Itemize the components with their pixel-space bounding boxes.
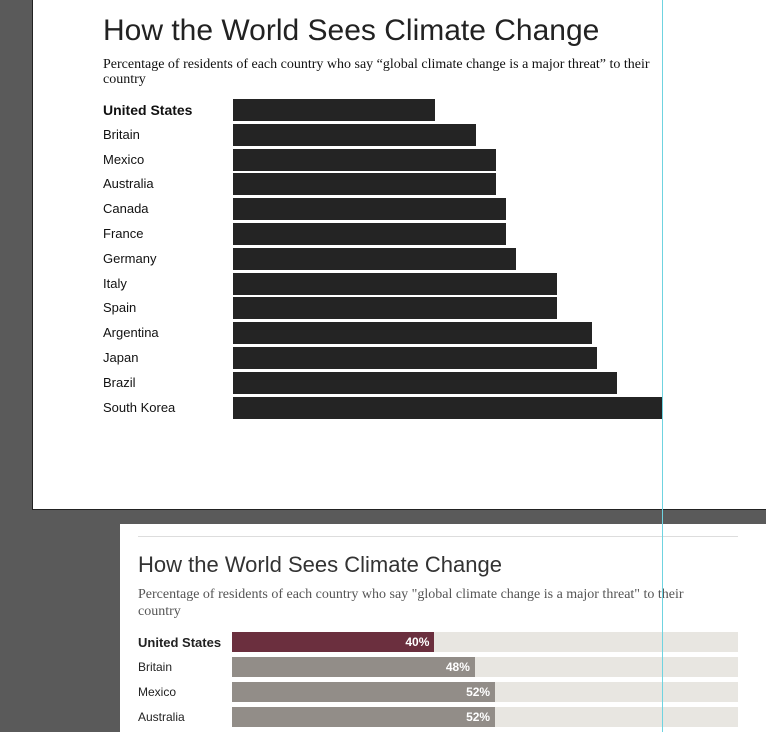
top-artboard: How the World Sees Climate Change Percen… [32, 0, 766, 510]
top-bar [233, 223, 507, 245]
top-bar-label: Germany [103, 250, 157, 266]
top-bar-row: Argentina [33, 322, 733, 345]
top-bar [233, 322, 593, 345]
top-bar-row: United States [33, 99, 733, 121]
top-bar [233, 272, 557, 295]
bottom-bar-value-label: 52% [466, 685, 491, 699]
bottom-bar-label: Britain [138, 660, 173, 674]
top-bar-label: Spain [103, 300, 137, 316]
top-bar-label: United States [103, 102, 193, 118]
top-bar-row: Canada [33, 198, 733, 221]
top-bar-row: Australia [33, 173, 733, 196]
top-bar [233, 371, 618, 394]
bottom-bar-track: 52% [232, 682, 738, 702]
top-bar-row: Britain [33, 123, 733, 146]
top-bar [233, 173, 497, 196]
top-bar-row: Brazil [33, 371, 733, 394]
bottom-bar-fill: 52% [232, 682, 496, 702]
top-bar [233, 396, 663, 419]
top-chart-subtitle: Percentage of residents of each country … [103, 57, 650, 87]
top-bar-label: Argentina [103, 325, 159, 341]
top-bar [233, 347, 598, 369]
bottom-bar-row: Mexico 52% [120, 682, 766, 702]
top-bar [233, 148, 497, 171]
bottom-bar-row: United States 40% [120, 632, 766, 652]
top-bar-label: Japan [103, 350, 139, 365]
bottom-bar-value-label: 52% [466, 710, 491, 724]
top-bar-row: Mexico [33, 148, 733, 171]
bottom-bar-row: Britain 48% [120, 657, 766, 677]
top-bar-label: South Korea [103, 399, 176, 415]
bottom-bar-row: Australia 52% [120, 707, 766, 727]
bottom-chart-title: How the World Sees Climate Change [138, 552, 502, 577]
top-bar-row: Japan [33, 347, 733, 369]
bottom-bar-label: Mexico [138, 685, 177, 699]
top-bar-row: Italy [33, 272, 733, 295]
bottom-bar-label: United States [138, 635, 222, 650]
top-bar-row: Spain [33, 297, 733, 320]
bottom-bar-value-label: 40% [405, 635, 430, 649]
top-bar-label: Mexico [103, 151, 145, 167]
top-bar-label: Brazil [103, 374, 136, 390]
top-bar-label: Italy [103, 275, 127, 291]
top-bar-label: Canada [103, 201, 149, 217]
bottom-bar-value-label: 48% [445, 660, 470, 674]
top-bar-row: Germany [33, 247, 733, 270]
bottom-preview-panel: How the World Sees Climate Change Percen… [120, 524, 766, 732]
top-bar [233, 198, 507, 221]
top-bar [233, 99, 436, 121]
top-bar [233, 123, 476, 146]
bottom-bar-track: 40% [232, 632, 738, 652]
bottom-bar-fill: 40% [232, 632, 435, 652]
bottom-bar-track: 52% [232, 707, 738, 727]
top-bar-row: France [33, 223, 733, 245]
bottom-chart-subtitle: Percentage of residents of each country … [138, 587, 684, 619]
top-bar-label: Britain [103, 126, 140, 142]
bottom-bar-fill: 52% [232, 707, 496, 727]
top-bar-label: Australia [103, 176, 154, 192]
cyan-guide-line[interactable] [662, 0, 663, 732]
top-bar-label: France [103, 226, 144, 241]
bottom-bar-fill: 48% [232, 657, 475, 677]
top-bar-row: South Korea [33, 396, 733, 419]
top-bar [233, 247, 517, 270]
bottom-bar-track: 48% [232, 657, 738, 677]
panel-divider [138, 536, 738, 537]
top-chart-title: How the World Sees Climate Change [103, 14, 600, 47]
bottom-bar-label: Australia [138, 710, 185, 724]
top-bar [233, 297, 557, 320]
